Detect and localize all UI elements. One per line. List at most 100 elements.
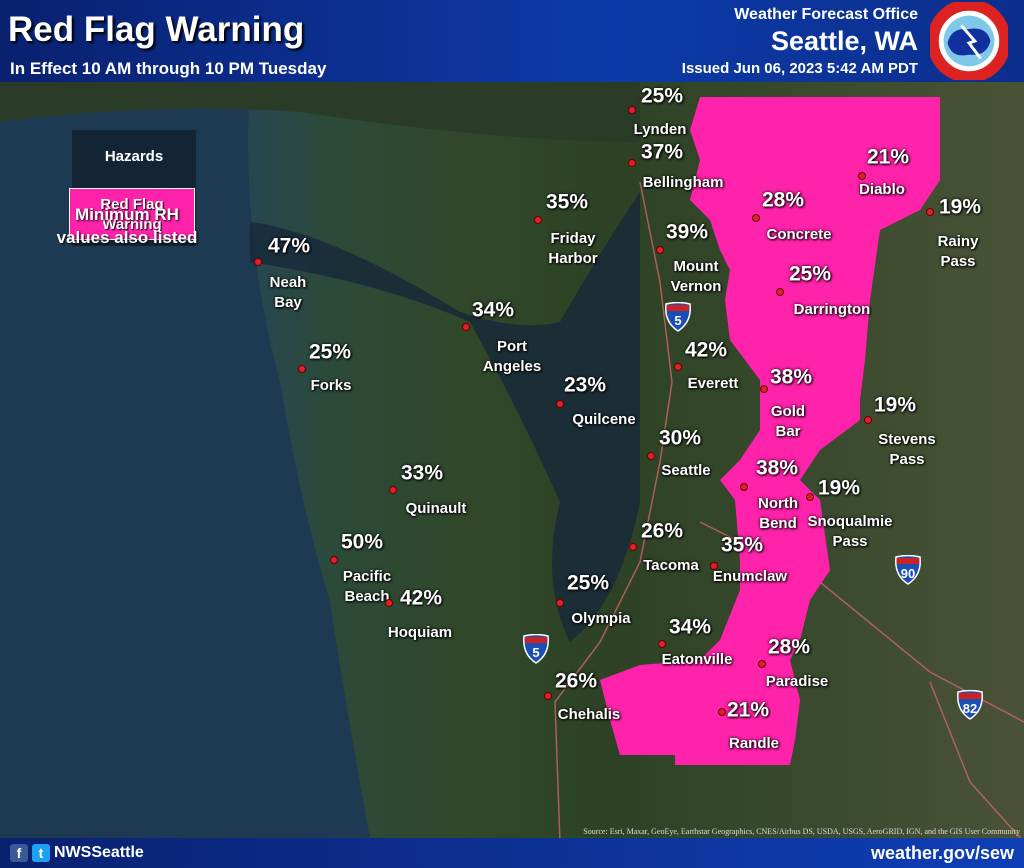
rh-note: Minimum RH values also listed <box>56 205 198 247</box>
location-marker[interactable] <box>544 692 552 700</box>
location-name: Tacoma <box>643 557 699 574</box>
location-marker[interactable] <box>385 599 393 607</box>
location-marker[interactable] <box>330 556 338 564</box>
rh-value: 25% <box>566 571 610 595</box>
location-name: Friday Harbor <box>548 230 598 267</box>
location-name: Port Angeles <box>482 338 542 375</box>
rh-value: 38% <box>769 365 813 389</box>
rh-value: 37% <box>640 140 684 164</box>
red-flag-warning-area <box>600 97 940 765</box>
rh-value: 35% <box>545 190 589 214</box>
location-marker[interactable] <box>752 214 760 222</box>
location-name: Randle <box>728 735 780 752</box>
interstate-number: 82 <box>963 701 977 716</box>
legend-item-red-flag-warning: Red Flag Warning <box>69 188 195 240</box>
twitter-icon[interactable]: t <box>32 844 50 862</box>
rh-value: 47% <box>267 234 311 258</box>
rh-value: 19% <box>817 476 861 500</box>
location-name: Forks <box>310 377 352 394</box>
rh-value: 35% <box>720 533 764 557</box>
rh-value: 26% <box>554 669 598 693</box>
location-marker[interactable] <box>556 400 564 408</box>
location-marker[interactable] <box>674 363 682 371</box>
location-name: Quinault <box>405 500 467 517</box>
interstate-number: 5 <box>532 645 539 660</box>
location-name: Neah Bay <box>269 274 307 311</box>
location-name: Rainy Pass <box>937 233 979 270</box>
effective-time: In Effect 10 AM through 10 PM Tuesday <box>10 59 327 78</box>
location-name: Gold Bar <box>770 403 806 440</box>
rh-value: 25% <box>640 84 684 108</box>
rh-value: 42% <box>399 586 443 610</box>
footer: f t NWSSeattle weather.gov/sew <box>0 838 1024 868</box>
location-marker[interactable] <box>758 660 766 668</box>
location-marker[interactable] <box>389 486 397 494</box>
office-city: Seattle, WA <box>770 26 918 56</box>
location-marker[interactable] <box>776 288 784 296</box>
rh-value: 26% <box>640 519 684 543</box>
rh-value: 28% <box>767 635 811 659</box>
issued-time: Issued Jun 06, 2023 5:42 AM PDT <box>681 60 918 77</box>
location-name: North Bend <box>758 495 798 532</box>
location-name: Bellingham <box>642 174 724 191</box>
interstate-number: 90 <box>901 566 915 581</box>
rh-value: 25% <box>788 262 832 286</box>
social-handle[interactable]: f t NWSSeattle <box>10 844 144 862</box>
location-name: Everett <box>687 375 739 392</box>
social-handle-text: NWSSeattle <box>54 844 144 861</box>
location-marker[interactable] <box>718 708 726 716</box>
location-marker[interactable] <box>806 493 814 501</box>
rh-value: 34% <box>668 615 712 639</box>
nws-logo-icon <box>930 2 1008 80</box>
interstate-shield-icon: 5 <box>665 302 691 332</box>
location-marker[interactable] <box>760 385 768 393</box>
location-marker[interactable] <box>740 483 748 491</box>
location-name: Concrete <box>766 226 832 243</box>
map-view[interactable]: 25% Lynden 37% Bellingham 35% Friday Har… <box>0 82 1024 838</box>
rh-value: 30% <box>658 426 702 450</box>
location-name: Snoqualmie Pass <box>807 513 893 550</box>
rh-value: 19% <box>873 393 917 417</box>
location-marker[interactable] <box>864 416 872 424</box>
map-base <box>0 82 1024 838</box>
location-marker[interactable] <box>462 323 470 331</box>
rh-value: 28% <box>761 188 805 212</box>
rh-value: 34% <box>471 298 515 322</box>
rh-value: 42% <box>684 338 728 362</box>
map-attribution: Source: Esri, Maxar, GeoEye, Earthstar G… <box>583 827 1020 836</box>
location-name: Paradise <box>765 673 829 690</box>
rh-value: 23% <box>563 373 607 397</box>
location-marker[interactable] <box>858 172 866 180</box>
location-marker[interactable] <box>656 246 664 254</box>
location-marker[interactable] <box>658 640 666 648</box>
location-marker[interactable] <box>926 208 934 216</box>
interstate-shield-icon: 82 <box>957 690 983 720</box>
location-marker[interactable] <box>298 365 306 373</box>
rh-value: 38% <box>755 456 799 480</box>
facebook-icon[interactable]: f <box>10 844 28 862</box>
header: Red Flag Warning In Effect 10 AM through… <box>0 0 1024 82</box>
location-name: Pacific Beach <box>342 568 392 605</box>
location-marker[interactable] <box>628 159 636 167</box>
location-marker[interactable] <box>629 543 637 551</box>
location-name: Lynden <box>633 121 687 138</box>
location-name: Darrington <box>793 301 871 318</box>
location-name: Seattle <box>661 462 711 479</box>
page-title: Red Flag Warning <box>8 10 305 49</box>
location-name: Mount Vernon <box>670 258 722 295</box>
location-marker[interactable] <box>254 258 262 266</box>
location-marker[interactable] <box>556 599 564 607</box>
location-name: Chehalis <box>557 706 621 723</box>
legend-title: Hazards <box>104 148 164 165</box>
website-link[interactable]: weather.gov/sew <box>870 843 1014 863</box>
office-label: Weather Forecast Office <box>734 6 918 23</box>
location-marker[interactable] <box>628 106 636 114</box>
location-marker[interactable] <box>534 216 542 224</box>
location-name: Quilcene <box>572 411 636 428</box>
location-marker[interactable] <box>710 562 718 570</box>
rh-value: 21% <box>866 145 910 169</box>
location-name: Eatonville <box>661 651 733 668</box>
location-name: Stevens Pass <box>878 431 936 468</box>
location-marker[interactable] <box>647 452 655 460</box>
interstate-number: 5 <box>674 313 681 328</box>
